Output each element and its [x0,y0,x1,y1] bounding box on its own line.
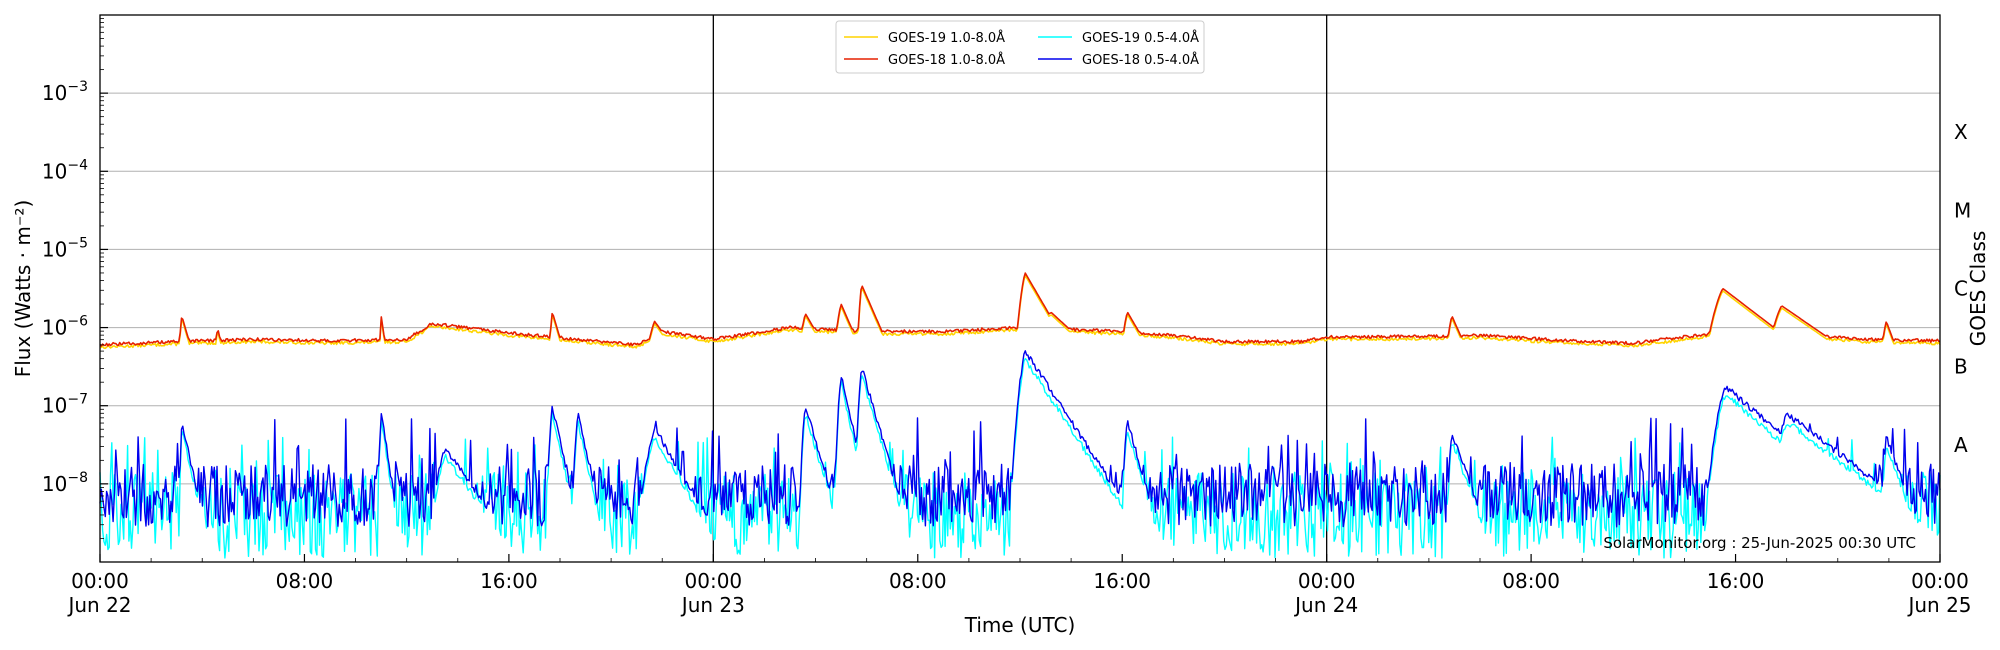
series-line [99,350,1941,528]
goes-class-label: C [1954,277,1968,301]
series-line [99,272,1941,347]
y-tick-label: 10−7 [42,392,88,418]
goes-class-axis-label: GOES Class [1966,231,1990,347]
series-line [99,274,1941,350]
legend: GOES-19 1.0-8.0Å GOES-18 1.0-8.0Å GOES-19 … [835,20,1205,74]
x-tick-label: 08:00 [276,569,334,593]
x-tick-date-label: Jun 25 [1906,593,1971,617]
legend-entry-label: GOES-18 0.5-4.0Å [1082,52,1199,68]
x-tick-label: 16:00 [1707,569,1765,593]
x-tick-label: 00:00 [71,569,129,593]
gridlines [100,92,1940,485]
x-tick-label: 16:00 [1093,569,1151,593]
x-tick-label: 08:00 [1502,569,1560,593]
legend-entry-label: GOES-18 1.0-8.0Å [888,52,1005,68]
x-tick-label: 16:00 [480,569,538,593]
series-line [99,357,1941,559]
goes-class-label: X [1954,120,1968,144]
x-tick-date-label: Jun 24 [1293,593,1358,617]
legend-entry-label: GOES-19 1.0-8.0Å [888,30,1005,46]
x-tick-date-label: Jun 22 [66,593,131,617]
data-series [99,272,1941,559]
source-annotation: SolarMonitor.org : 25-Jun-2025 00:30 UTC [1603,534,1916,552]
goes-class-label: A [1954,433,1968,457]
legend-box [835,20,1205,74]
x-tick-label: 00:00 [1298,569,1356,593]
goes-class-label: B [1954,355,1968,379]
x-tick-label: 08:00 [889,569,947,593]
x-tick-date-label: Jun 23 [680,593,745,617]
y-tick-label: 10−3 [42,79,88,105]
x-axis-label: Time (UTC) [964,613,1076,637]
y-tick-label: 10−6 [42,314,88,340]
legend-entry-label: GOES-19 0.5-4.0Å [1082,30,1199,46]
y-tick-label: 10−4 [42,157,88,183]
y-tick-label: 10−5 [42,235,88,261]
y-axis-label: Flux (Watts · m⁻²) [11,200,35,378]
x-tick-label: 00:00 [685,569,743,593]
x-tick-label: 00:00 [1911,569,1969,593]
y-tick-label: 10−8 [42,470,88,496]
goes-class-label: M [1954,198,1971,222]
